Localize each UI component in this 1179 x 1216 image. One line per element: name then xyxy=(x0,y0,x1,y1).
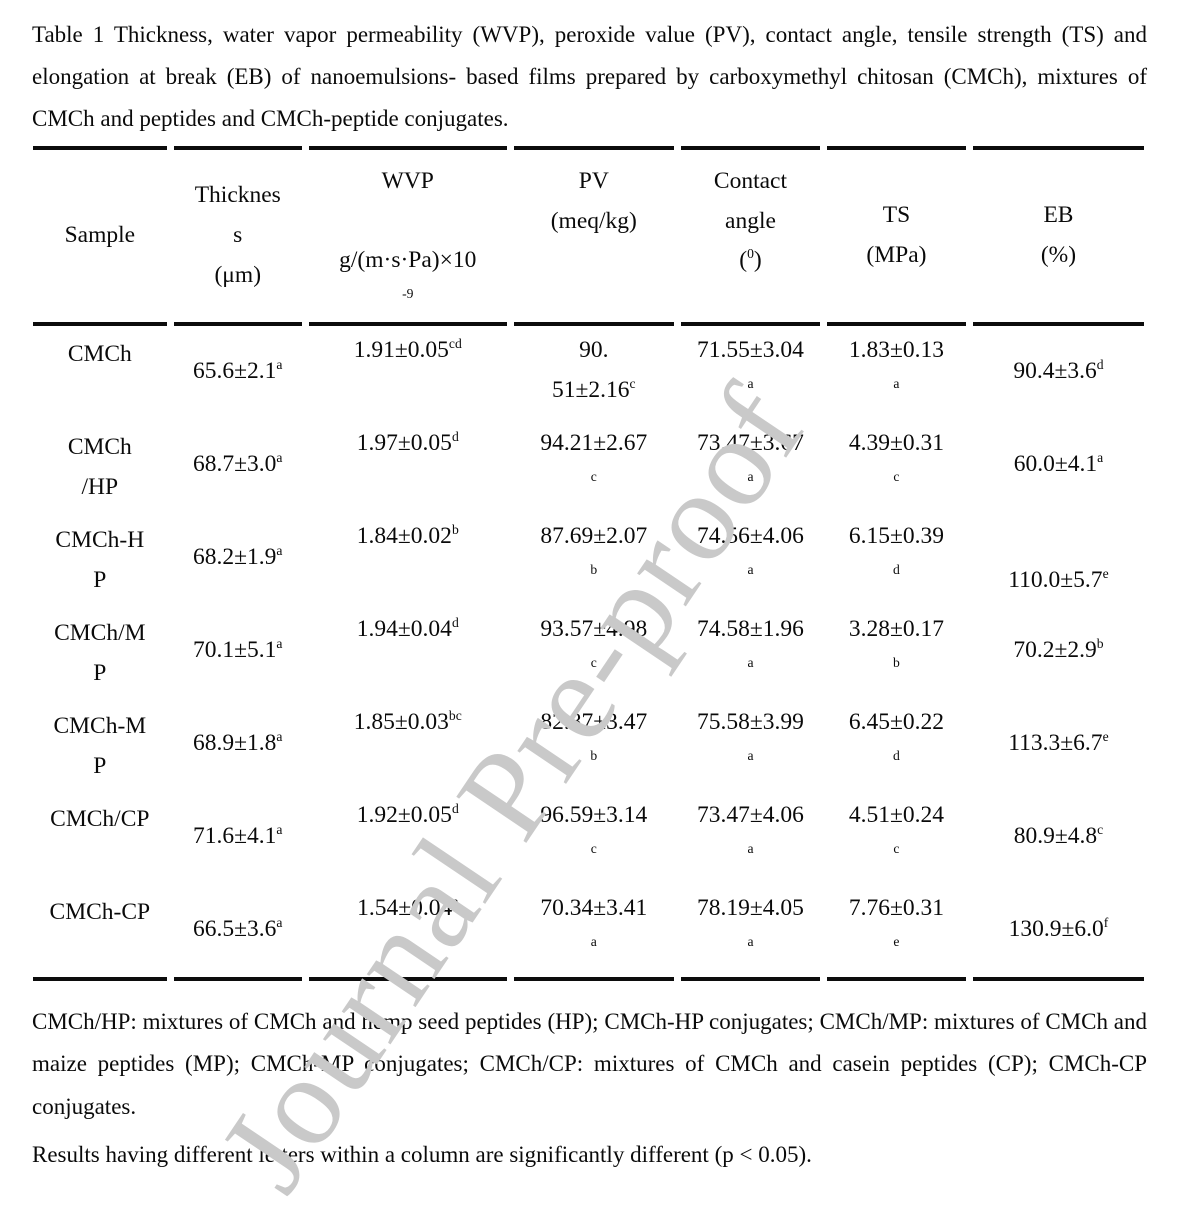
cell-eb: 90.4±3.6d xyxy=(1013,357,1104,385)
table-row-cmch-cp-mix: CMCh/CP 71.6±4.1a 1.92±0.05d 96.59±3.14 c… xyxy=(33,791,1144,884)
header-ts: TS (MPa) xyxy=(826,145,966,326)
cell-sample: CMCh-H P xyxy=(55,526,145,593)
cell-wvp: 1.84±0.02b xyxy=(356,521,459,549)
cell-contact-angle: 78.19±4.05 a xyxy=(680,884,820,981)
cell-wvp: 1.85±0.03bc xyxy=(353,707,462,735)
cell-ts: 3.28±0.17 b xyxy=(848,615,945,670)
cell-contact-angle: 75.58±3.99 a xyxy=(697,708,804,763)
table-row-cmch: CMCh 65.6±2.1a 1.91±0.05cd 90. 51±2.16c 7… xyxy=(33,326,1144,419)
document-page: Table 1 Thickness, water vapor permeabil… xyxy=(0,14,1179,1215)
cell-ts: 6.15±0.39 d xyxy=(848,522,945,577)
cell-thickness: 66.5±3.6a xyxy=(173,884,302,981)
cell-wvp: 1.92±0.05d xyxy=(356,800,459,828)
cell-sample: CMCh/M P xyxy=(54,619,146,686)
header-contact-angle: Contact angle (0) xyxy=(680,145,820,326)
cell-eb: 70.2±2.9b xyxy=(1013,636,1104,664)
cell-ts: 6.45±0.22 d xyxy=(848,708,945,763)
header-sample: Sample xyxy=(33,145,167,326)
cell-thickness: 71.6±4.1a xyxy=(193,822,283,850)
footnote-significance: Results having different letters within … xyxy=(32,1142,812,1168)
table-row-cmch-mp-mix: CMCh/M P 70.1±5.1a 1.94±0.04d 93.57±4.98 c… xyxy=(33,605,1144,698)
cell-ts: 4.39±0.31 c xyxy=(848,429,945,484)
header-thickness: Thicknes s (μm) xyxy=(173,145,302,326)
table-row-cmch-hp-conjugate: CMCh-H P 68.2±1.9a 1.84±0.02b 87.69±2.07 b… xyxy=(33,512,1144,605)
cell-thickness: 68.2±1.9a xyxy=(193,543,283,571)
cell-eb: 60.0±4.1a xyxy=(1013,450,1104,478)
cell-wvp: 1.54±0.04a xyxy=(308,884,507,981)
cell-eb: 130.9±6.0f xyxy=(972,884,1144,981)
table-header: Sample Thicknes s (μm) WVP g/(m·s·Pa)×10 -9 … xyxy=(33,145,1144,326)
cell-sample: CMCh/CP xyxy=(50,805,150,832)
cell-sample: CMCh-CP xyxy=(33,884,167,981)
cell-contact-angle: 73.47±3.67 a xyxy=(697,429,804,484)
cell-eb: 113.3±6.7e xyxy=(1008,729,1109,757)
cell-pv: 94.21±2.67 c xyxy=(540,429,648,484)
cell-thickness: 70.1±5.1a xyxy=(193,636,283,664)
cell-thickness: 68.9±1.8a xyxy=(193,729,283,757)
header-wvp: WVP g/(m·s·Pa)×10 -9 xyxy=(308,145,507,326)
header-pv: PV (meq/kg) xyxy=(513,145,674,326)
cell-contact-angle: 71.55±3.04 a xyxy=(697,336,804,391)
header-row: Sample Thicknes s (μm) WVP g/(m·s·Pa)×10 -9 … xyxy=(33,145,1144,326)
cell-thickness: 68.7±3.0a xyxy=(193,450,283,478)
cell-pv: 82.87±3.47 b xyxy=(540,708,648,763)
header-eb: EB (%) xyxy=(972,145,1144,326)
cell-thickness: 65.6±2.1a xyxy=(193,357,283,385)
cell-pv: 70.34±3.41 a xyxy=(513,884,674,981)
table-row-cmch-hp-mix: CMCh/HP 68.7±3.0a 1.97±0.05d 94.21±2.67 c… xyxy=(33,419,1144,512)
cell-wvp: 1.94±0.04d xyxy=(356,614,459,642)
results-table: Sample Thicknes s (μm) WVP g/(m·s·Pa)×10 -9 … xyxy=(26,145,1151,981)
cell-ts: 1.83±0.13 a xyxy=(848,336,945,391)
cell-contact-angle: 74.58±1.96 a xyxy=(697,615,804,670)
table-body: CMCh 65.6±2.1a 1.91±0.05cd 90. 51±2.16c 7… xyxy=(33,326,1144,981)
table-row-cmch-cp-conjugate: CMCh-CP 66.5±3.6a 1.54±0.04a 70.34±3.41 a… xyxy=(33,884,1144,981)
cell-pv: 93.57±4.98 c xyxy=(540,615,648,670)
cell-eb: 80.9±4.8c xyxy=(1013,822,1104,850)
cell-pv: 96.59±3.14 c xyxy=(540,801,648,856)
footnote-abbreviations: CMCh/HP: mixtures of CMCh and hemp seed … xyxy=(32,1008,1147,1119)
cell-pv: 90. 51±2.16c xyxy=(552,336,636,403)
cell-eb: 110.0±5.7e xyxy=(1008,565,1109,593)
table-footnotes: CMCh/HP: mixtures of CMCh and hemp seed … xyxy=(32,1001,1147,1177)
cell-wvp: 1.97±0.05d xyxy=(356,428,459,456)
table-caption: Table 1 Thickness, water vapor permeabil… xyxy=(32,22,1147,131)
cell-contact-angle: 74.56±4.06 a xyxy=(697,522,804,577)
cell-wvp: 1.91±0.05cd xyxy=(353,335,462,363)
cell-ts: 4.51±0.24 c xyxy=(848,801,945,856)
cell-ts: 7.76±0.31 e xyxy=(826,884,966,981)
cell-pv: 87.69±2.07 b xyxy=(540,522,648,577)
cell-sample: CMCh xyxy=(67,340,132,367)
cell-contact-angle: 73.47±4.06 a xyxy=(697,801,804,856)
table-row-cmch-mp-conjugate: CMCh-M P 68.9±1.8a 1.85±0.03bc 82.87±3.47… xyxy=(33,698,1144,791)
cell-sample: CMCh/HP xyxy=(67,433,132,500)
cell-sample: CMCh-M P xyxy=(53,712,147,779)
